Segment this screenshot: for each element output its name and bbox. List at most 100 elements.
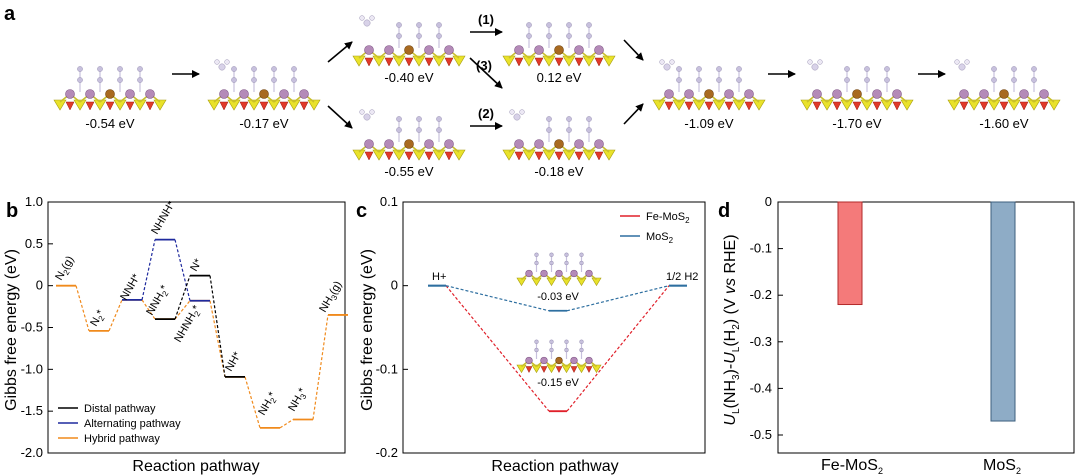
slab-structure (516, 339, 602, 374)
adsorbate-atom (513, 113, 521, 121)
s-atom (987, 99, 1001, 111)
panel-label-b: b (6, 200, 18, 222)
ann-nh3: NH3* (286, 386, 311, 415)
ann-n2star: N2* (88, 307, 109, 329)
s-atom (93, 99, 107, 111)
connector-hybrid (75, 285, 90, 332)
s-atom (591, 364, 602, 374)
adsorbate-atom (579, 339, 584, 344)
adsorbate-atom (884, 66, 890, 72)
o-atom (65, 101, 75, 111)
fe-atom (852, 89, 862, 99)
adsorbate-atom (251, 66, 257, 72)
adsorbate-atom (546, 33, 552, 39)
mo-atom (514, 45, 524, 55)
y-tick-label: 0.1 (380, 194, 398, 209)
o-atom (594, 151, 604, 161)
adsorbate-atom (1031, 77, 1037, 83)
slab-structure (352, 15, 466, 67)
o-atom (959, 101, 969, 111)
s-atom (352, 149, 366, 161)
o-atom (744, 101, 754, 111)
adsorbate-atom (436, 33, 442, 39)
mo-atom (444, 139, 454, 149)
adsorbate-atom (564, 347, 569, 353)
o-atom (85, 101, 95, 111)
y-tick-label: -0.3 (750, 334, 772, 349)
energy-label-9: -1.60 eV (979, 116, 1028, 131)
s-atom (542, 149, 556, 161)
h-atom (817, 59, 823, 65)
panel-d-cat-mos2: MoS2 (983, 457, 1021, 475)
s-atom (652, 99, 666, 111)
mo-atom (892, 89, 902, 99)
h-atom (669, 59, 675, 65)
panel-c-series (428, 284, 687, 413)
o-atom (384, 57, 394, 67)
adsorbate-atom (436, 116, 442, 122)
path-label-3: (3) (476, 58, 492, 73)
adsorbate-atom (137, 66, 143, 72)
adsorbate-atom (271, 66, 277, 72)
panel-d-y-ticks: 0 -0.1 -0.2 -0.3 -0.4 -0.5 (750, 194, 783, 442)
ann-nhnh: NHNH* (149, 199, 178, 237)
s-atom (692, 99, 706, 111)
y-tick-label: 0 (36, 278, 43, 293)
mo-atom (125, 89, 135, 99)
slab-structure (502, 109, 616, 161)
s-atom (582, 149, 596, 161)
o-atom (279, 101, 289, 111)
ann-n2g: N2(g) (53, 254, 78, 283)
mo-atom (1019, 89, 1029, 99)
s-atom (582, 55, 596, 67)
arrow-path-3 (469, 57, 503, 89)
o-atom (444, 151, 454, 161)
connector-hybrid (108, 299, 123, 332)
s-atom (712, 99, 726, 111)
o-atom (444, 57, 454, 67)
fe-atom (554, 139, 564, 149)
adsorbate-atom (291, 77, 297, 83)
mo-atom (585, 269, 593, 278)
mo-atom (570, 356, 578, 365)
adsorbate-atom (97, 77, 103, 83)
bar-fe-mos2 (837, 201, 863, 306)
o-atom (125, 101, 135, 111)
o-atom (540, 366, 548, 374)
h-atom (369, 109, 375, 115)
mo-atom (299, 89, 309, 99)
y-tick-label: 0 (391, 278, 398, 293)
o-atom (404, 57, 414, 67)
s-atom (576, 277, 587, 287)
s-atom (412, 149, 426, 161)
o-atom (872, 101, 882, 111)
adsorbate-atom (864, 66, 870, 72)
s-atom (392, 149, 406, 161)
connector-alternating (174, 239, 191, 301)
ann-hplus: H+ (432, 271, 446, 283)
energy-label-6: -0.18 eV (534, 164, 583, 179)
adsorbate-atom (549, 347, 554, 353)
mo-atom (570, 269, 578, 278)
adsorbate-atom (363, 19, 371, 27)
h-atom (964, 59, 970, 65)
adsorbate-atom (586, 33, 592, 39)
panel-b-annotations: N2(g) N2* NNH* NHNH* N* NNH2* NHNH2* NH*… (53, 199, 346, 419)
s-atom (247, 99, 261, 111)
mo-atom (540, 269, 548, 278)
o-atom (145, 101, 155, 111)
adsorbate-atom (436, 22, 442, 28)
o-atom (514, 151, 524, 161)
mo-atom (744, 89, 754, 99)
o-atom (424, 57, 434, 67)
s-atom (452, 149, 466, 161)
mo-atom (424, 45, 434, 55)
adsorbate-atom (676, 66, 682, 72)
y-tick-label: -0.1 (750, 241, 772, 256)
adsorbate-atom (77, 66, 83, 72)
adsorbate-atom (291, 66, 297, 72)
adsorbate-atom (117, 77, 123, 83)
arrow-merge-bottom (623, 103, 644, 125)
energy-label-4: -0.55 eV (384, 164, 433, 179)
